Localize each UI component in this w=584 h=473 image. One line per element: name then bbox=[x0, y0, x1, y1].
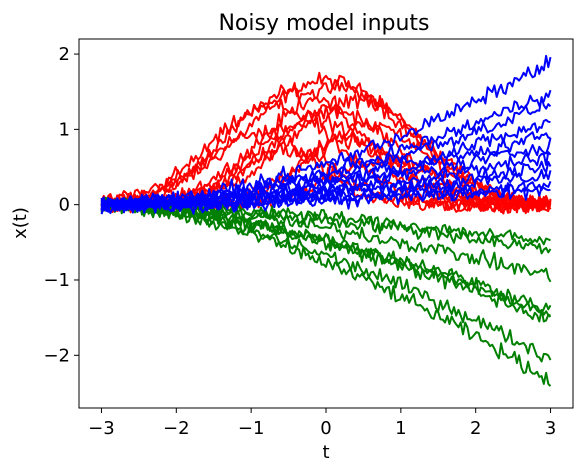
x-tick-label: 2 bbox=[470, 418, 481, 439]
y-axis: −2 −1 0 1 2 bbox=[43, 44, 79, 366]
chart-title: Noisy model inputs bbox=[218, 11, 429, 36]
series-line-green-0 bbox=[100, 199, 552, 387]
series-line-green-2 bbox=[100, 198, 552, 323]
y-tick-label: 0 bbox=[59, 195, 70, 216]
y-tick-label: 2 bbox=[59, 44, 70, 65]
y-tick-label: −2 bbox=[43, 345, 70, 366]
y-axis-label: x(t) bbox=[10, 207, 31, 239]
y-tick-label: 1 bbox=[59, 119, 70, 140]
x-axis-label: t bbox=[322, 442, 329, 463]
x-tick-label: −2 bbox=[163, 418, 190, 439]
series-line-green-1 bbox=[100, 198, 552, 363]
x-tick-label: −3 bbox=[88, 418, 115, 439]
y-tick-label: −1 bbox=[43, 270, 70, 291]
series-line-blue-9 bbox=[100, 181, 552, 215]
x-tick-label: 1 bbox=[395, 418, 406, 439]
series-line-blue-10 bbox=[100, 182, 551, 213]
x-tick-label: −1 bbox=[238, 418, 265, 439]
x-axis: −3 −2 −1 0 1 2 3 bbox=[88, 408, 556, 439]
plot-area bbox=[78, 38, 574, 409]
x-tick-label: 0 bbox=[320, 418, 331, 439]
x-tick-label: 3 bbox=[545, 418, 556, 439]
